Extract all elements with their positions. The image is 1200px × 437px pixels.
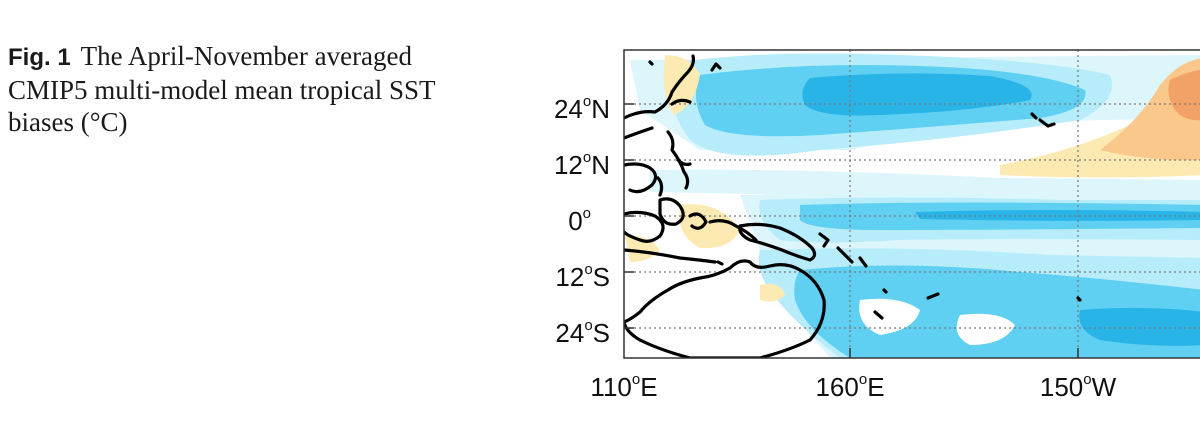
- lat-label-24n: 24oN: [554, 93, 610, 124]
- axis-ticks: [624, 103, 1079, 358]
- figure-caption: Fig. 1 The April-November averaged CMIP5 …: [8, 40, 438, 138]
- lat-label-24s: 24oS: [555, 317, 610, 348]
- caption-text: The April-November averaged CMIP5 multi-…: [8, 41, 435, 137]
- bias-region-cold-strong: [1079, 307, 1200, 346]
- lon-label-160e: 160oE: [815, 371, 884, 402]
- latitude-labels: 24oN 12oN 0o 12oS 24oS: [554, 93, 610, 348]
- lon-label-150w: 150oW: [1040, 371, 1117, 402]
- bias-region-neutral: [859, 298, 920, 335]
- lat-label-12n: 12oN: [554, 149, 610, 180]
- longitude-labels: 110oE 160oE 150oW: [590, 371, 1116, 402]
- bias-region-cold-faint: [650, 169, 1200, 200]
- map-frame: [623, 49, 1200, 359]
- lat-label-0: 0o: [568, 205, 591, 236]
- map-field: [624, 50, 1200, 358]
- bias-region-cold-strong: [802, 73, 1032, 116]
- bias-region-neutral: [956, 313, 1015, 345]
- bias-region-warm-light: [760, 283, 785, 302]
- bias-region-cold-strong: [915, 210, 1200, 221]
- lat-label-12s: 12oS: [555, 261, 610, 292]
- coastlines: [624, 54, 1082, 358]
- figure-label: Fig. 1: [8, 44, 71, 71]
- lon-label-110e: 110oE: [590, 371, 657, 402]
- bias-region-warm-strong: [1168, 70, 1200, 121]
